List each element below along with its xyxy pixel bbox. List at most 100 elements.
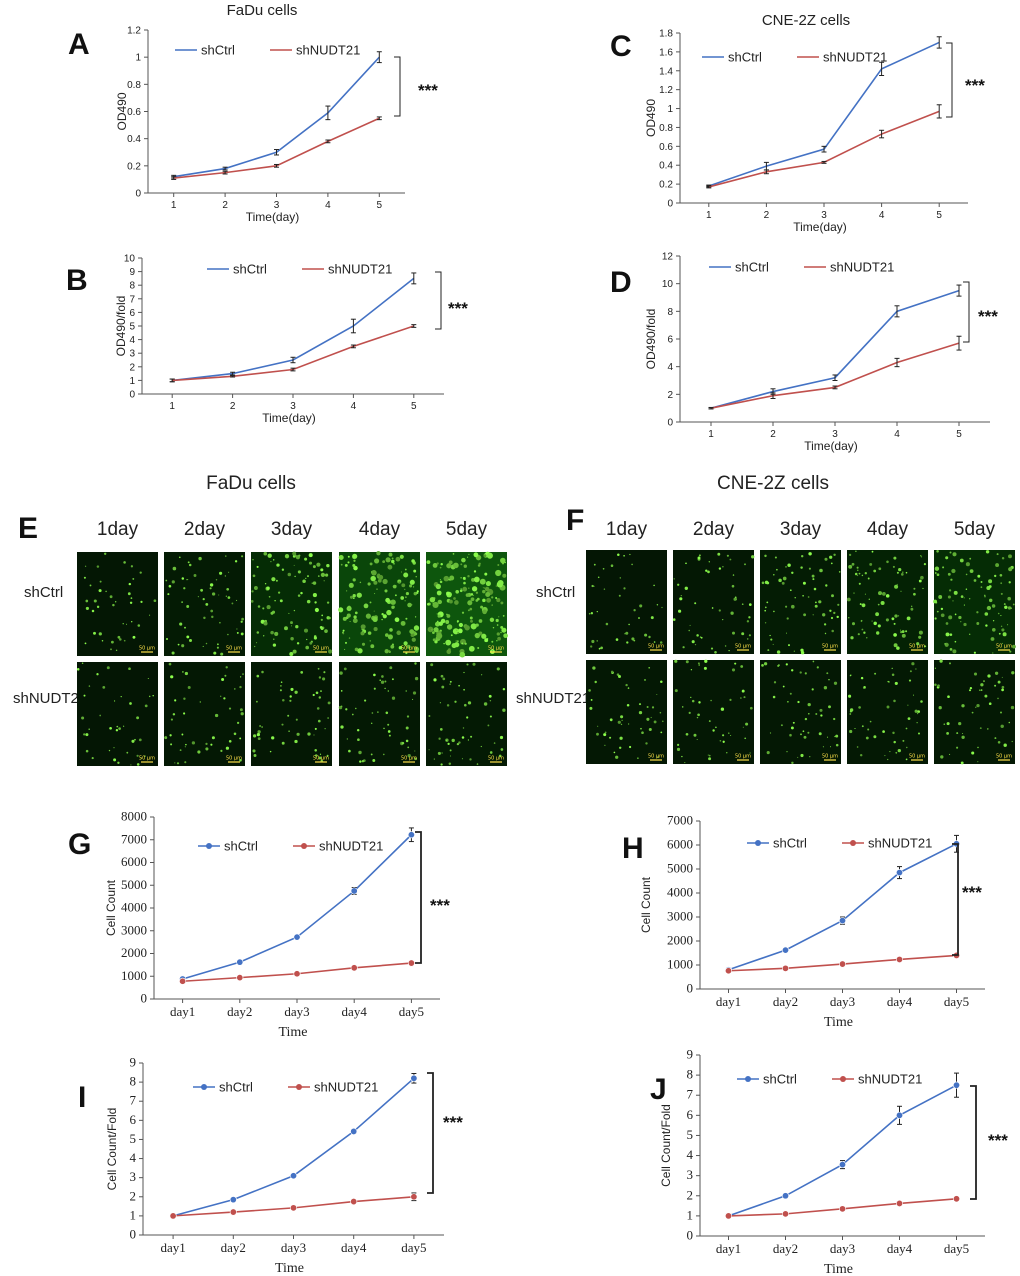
y-tick-label: 1.2 xyxy=(659,85,673,96)
data-point xyxy=(781,1192,789,1200)
legend-label: shNUDT21 xyxy=(830,260,894,275)
day-header: 1day xyxy=(606,519,648,540)
legend-label: shNUDT21 xyxy=(296,43,360,58)
micrograph-shctrl-3day: 50 μm xyxy=(760,550,841,655)
micrograph-shctrl-4day: 50 μm xyxy=(846,550,928,654)
row-label: shNUDT21 xyxy=(516,690,590,707)
scale-bar-label: 50 μm xyxy=(488,756,504,762)
data-point xyxy=(350,887,358,895)
y-tick-label: 0.6 xyxy=(659,142,673,153)
y-tick-label: 6 xyxy=(129,308,135,319)
micrograph-shnudt21-3day: 50 μm xyxy=(251,662,332,766)
significance-bracket xyxy=(394,56,401,117)
y-tick-label: 2 xyxy=(667,390,673,401)
y-tick-label: 5 xyxy=(130,1131,137,1146)
series-line xyxy=(710,289,960,409)
micrograph-background xyxy=(164,552,245,656)
x-tick-label: day1 xyxy=(160,1240,185,1255)
micrograph-shctrl-4day: 50 μm xyxy=(338,551,420,656)
legend-label: shNUDT21 xyxy=(314,1080,378,1095)
y-tick-label: 5 xyxy=(129,322,135,333)
micrograph-background xyxy=(934,550,1015,654)
x-axis-label: Time xyxy=(824,1262,853,1276)
legend-label: shCtrl xyxy=(773,836,807,851)
micrograph-shctrl-1day: 50 μm xyxy=(77,552,158,656)
panel-label-f: F xyxy=(566,504,584,537)
y-tick-label: 1.6 xyxy=(659,47,673,58)
data-point xyxy=(410,1074,418,1082)
y-tick-label: 0.4 xyxy=(127,134,141,145)
series-line xyxy=(173,117,380,179)
data-point xyxy=(350,1198,358,1206)
x-tick-label: day3 xyxy=(284,1004,309,1019)
y-tick-label: 1 xyxy=(667,104,673,115)
series-shctrl xyxy=(169,272,417,383)
micrograph-shctrl-3day: 50 μm xyxy=(250,551,333,657)
y-tick-label: 4 xyxy=(687,1147,694,1162)
y-tick-label: 6 xyxy=(687,1107,694,1122)
imaging-title: CNE-2Z cells xyxy=(717,473,829,494)
series-shnudt21 xyxy=(724,1195,960,1220)
y-tick-label: 4 xyxy=(130,1150,137,1165)
micrograph-shctrl-2day: 50 μm xyxy=(164,552,245,656)
x-tick-label: 5 xyxy=(956,429,962,440)
data-point xyxy=(781,946,789,954)
row-label: shCtrl xyxy=(24,584,63,601)
x-tick-label: day3 xyxy=(830,1241,855,1256)
x-tick-label: 4 xyxy=(879,210,885,221)
micrograph-shnudt21-4day: 50 μm xyxy=(847,660,928,764)
y-tick-label: 8000 xyxy=(121,809,147,824)
data-point xyxy=(724,967,732,975)
cell-signals xyxy=(761,552,841,655)
series-line xyxy=(182,834,412,980)
scale-bar-label: 50 μm xyxy=(996,644,1012,650)
series-shnudt21 xyxy=(171,116,382,180)
data-point xyxy=(838,960,846,968)
y-axis-label: OD490/fold xyxy=(644,309,658,370)
y-tick-label: 6000 xyxy=(121,854,147,869)
imaging-panel-f: F CNE-2Z cells 1day 2day 3day 4day 5day shCtrl 5… xyxy=(516,473,1016,765)
significance-label: *** xyxy=(430,896,450,915)
data-point xyxy=(895,955,903,963)
data-point xyxy=(952,1081,960,1089)
day-header: 5day xyxy=(446,519,488,540)
micrograph-shnudt21-5day: 50 μm xyxy=(934,659,1015,765)
y-tick-label: 0.4 xyxy=(659,161,673,172)
y-tick-label: 0.2 xyxy=(659,180,673,191)
y-tick-label: 3 xyxy=(687,1167,694,1182)
y-tick-label: 7000 xyxy=(121,831,147,846)
panel-label-j: J xyxy=(650,1073,667,1106)
data-point xyxy=(952,1195,960,1203)
scale-bar-label: 50 μm xyxy=(488,646,504,652)
cell-signals xyxy=(674,659,753,764)
significance-label: *** xyxy=(965,76,985,95)
micrograph-background xyxy=(77,662,158,766)
series-shctrl xyxy=(724,1072,960,1220)
x-axis-label: Time xyxy=(824,1015,853,1030)
y-axis-label: Cell Count xyxy=(104,879,118,936)
data-point xyxy=(169,1212,177,1220)
x-tick-label: 2 xyxy=(764,210,770,221)
x-tick-label: day5 xyxy=(399,1004,424,1019)
day-header: 4day xyxy=(359,519,401,540)
data-point xyxy=(838,1161,846,1169)
data-point xyxy=(838,1205,846,1213)
series-shctrl xyxy=(724,834,960,974)
y-tick-label: 0.2 xyxy=(127,161,141,172)
micrograph-background xyxy=(760,550,841,654)
x-tick-label: day4 xyxy=(887,994,913,1009)
x-tick-label: day2 xyxy=(227,1004,252,1019)
legend-label: shNUDT21 xyxy=(823,50,887,65)
scale-bar-label: 50 μm xyxy=(226,646,242,652)
scale-bar-label: 50 μm xyxy=(822,644,838,650)
chart-g: G 0 1000 2000 3000 4000 5000 6000 7000 8000 day1 da… xyxy=(68,809,450,1041)
x-tick-label: day2 xyxy=(773,994,798,1009)
legend-marker xyxy=(206,843,212,849)
micrograph-background xyxy=(673,660,754,764)
y-tick-label: 1.8 xyxy=(659,29,673,40)
y-tick-label: 1 xyxy=(135,53,141,64)
day-header: 5day xyxy=(954,519,996,540)
data-point xyxy=(407,959,415,967)
